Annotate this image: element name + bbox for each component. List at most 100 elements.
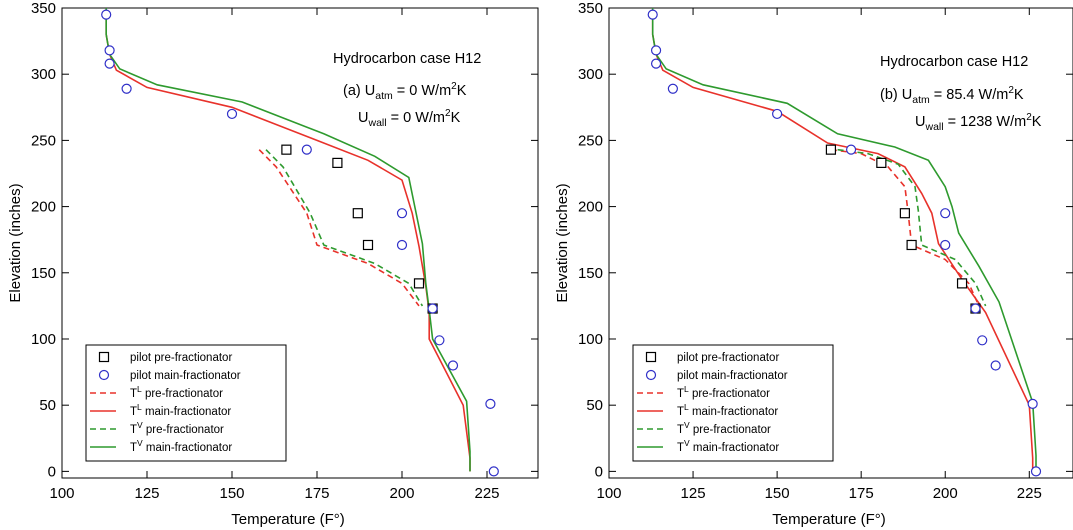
legend-label: pilot pre-fractionator [130, 352, 232, 364]
solid-series-line [105, 8, 471, 472]
circle-point [772, 108, 783, 120]
circle-point [1030, 466, 1042, 477]
circle-point [301, 144, 312, 155]
circle-point [226, 108, 238, 120]
circle-point [121, 83, 132, 94]
dashed-series-line [837, 148, 987, 307]
plot-frame [608, 7, 1073, 479]
y-tick-label: 50 [39, 397, 56, 414]
u-wall-label: Uwall = 1238 W/m2K [915, 112, 1042, 133]
y-tick-label: 200 [31, 199, 56, 216]
x-tick-label: 225 [1017, 485, 1042, 502]
legend-circle-marker [645, 369, 657, 381]
square-point [899, 208, 910, 219]
legend: pilot pre-fractionator pilot main-fractio… [632, 344, 834, 462]
y-tick-label: 50 [586, 397, 603, 414]
circle-point [447, 360, 459, 371]
chart-panel-b: 100 125 150 175 200 225 0 50 100 150 200 250 300 350 T… [554, 0, 1073, 528]
x-tick-label: 150 [219, 485, 244, 502]
series-group [647, 8, 1042, 477]
circle-point [940, 208, 951, 219]
circle-point [488, 466, 499, 477]
case-title: Hydrocarbon case H12 [880, 54, 1028, 70]
y-tick-label: 200 [578, 199, 603, 216]
legend-label: pilot pre-fractionator [677, 352, 779, 364]
dashed-series-line [265, 149, 424, 307]
x-axis-title: Temperature (F°) [772, 511, 886, 528]
u-atm-label: (b) Uatm = 85.4 W/m2K [880, 85, 1024, 106]
circle-point [396, 239, 408, 251]
x-tick-label: 225 [474, 485, 499, 502]
x-tick-label: 125 [134, 485, 159, 502]
legend-circle-marker [98, 369, 110, 381]
square-point [281, 144, 292, 155]
circle-point [667, 83, 678, 94]
plot-frame [61, 7, 539, 479]
y-tick-label: 0 [48, 463, 56, 480]
legend-label: TL pre-fractionator [130, 384, 223, 400]
x-tick-label: 175 [849, 485, 874, 502]
legend-label: pilot main-fractionator [130, 370, 241, 382]
circle-point [101, 9, 112, 20]
y-tick-label: 100 [578, 331, 603, 348]
x-tick-label: 200 [933, 485, 958, 502]
chart-panel-a: 100 125 150 175 200 225 0 50 100 150 200 250 300 350 T… [7, 0, 539, 528]
x-tick-label: 175 [304, 485, 329, 502]
circle-point [650, 45, 662, 56]
x-tick-label: 150 [765, 485, 790, 502]
legend-box [632, 344, 834, 462]
legend-label: TL main-fractionator [677, 402, 778, 418]
y-tick-label: 300 [31, 66, 56, 83]
solid-series-line [651, 8, 1037, 472]
y-tick-label: 350 [31, 0, 56, 17]
square-point [825, 144, 837, 155]
legend-label: TV main-fractionator [130, 438, 232, 454]
x-tick-label: 125 [681, 485, 706, 502]
legend-label: TV pre-fractionator [130, 420, 224, 436]
square-point [413, 278, 425, 289]
circle-point [647, 9, 658, 20]
square-point [876, 157, 887, 169]
square-point [362, 239, 374, 251]
legend-label: TV pre-fractionator [677, 420, 771, 436]
series-group [101, 8, 499, 477]
case-title: Hydrocarbon case H12 [333, 51, 481, 67]
u-atm-label: (a) Uatm = 0 W/m2K [343, 81, 467, 102]
y-tick-label: 100 [31, 331, 56, 348]
y-axis-title: Elevation (inches) [554, 183, 571, 302]
x-tick-label: 100 [49, 485, 74, 502]
circle-point [990, 360, 1001, 371]
circle-point [940, 239, 951, 251]
legend: pilot pre-fractionator pilot main-fractio… [85, 344, 287, 462]
y-tick-label: 250 [578, 132, 603, 149]
square-point [906, 239, 917, 251]
legend-label: TL main-fractionator [130, 402, 231, 418]
legend-label: TV main-fractionator [677, 438, 779, 454]
circle-point [434, 335, 445, 346]
circle-point [1027, 398, 1038, 409]
y-tick-label: 150 [31, 265, 56, 282]
circle-point [977, 335, 988, 346]
circle-point [104, 45, 115, 56]
y-axis-title: Elevation (inches) [7, 183, 24, 302]
legend-box [85, 344, 287, 462]
x-axis-title: Temperature (F°) [231, 511, 345, 528]
y-tick-label: 300 [578, 66, 603, 83]
legend-label: TL pre-fractionator [677, 384, 770, 400]
circle-point [970, 303, 981, 314]
y-tick-label: 150 [578, 265, 603, 282]
legend-label: pilot main-fractionator [677, 370, 788, 382]
square-point [956, 278, 968, 289]
dashed-series-line [258, 149, 420, 307]
circle-point [485, 398, 496, 409]
square-point [332, 157, 343, 169]
y-tick-label: 250 [31, 132, 56, 149]
circle-point [427, 303, 438, 314]
y-tick-label: 350 [578, 0, 603, 17]
x-tick-label: 200 [389, 485, 414, 502]
circle-point [650, 58, 662, 69]
circle-point [845, 144, 857, 155]
u-wall-label: Uwall = 0 W/m2K [358, 108, 461, 129]
legend-square-marker [645, 351, 657, 363]
x-tick-label: 100 [596, 485, 621, 502]
